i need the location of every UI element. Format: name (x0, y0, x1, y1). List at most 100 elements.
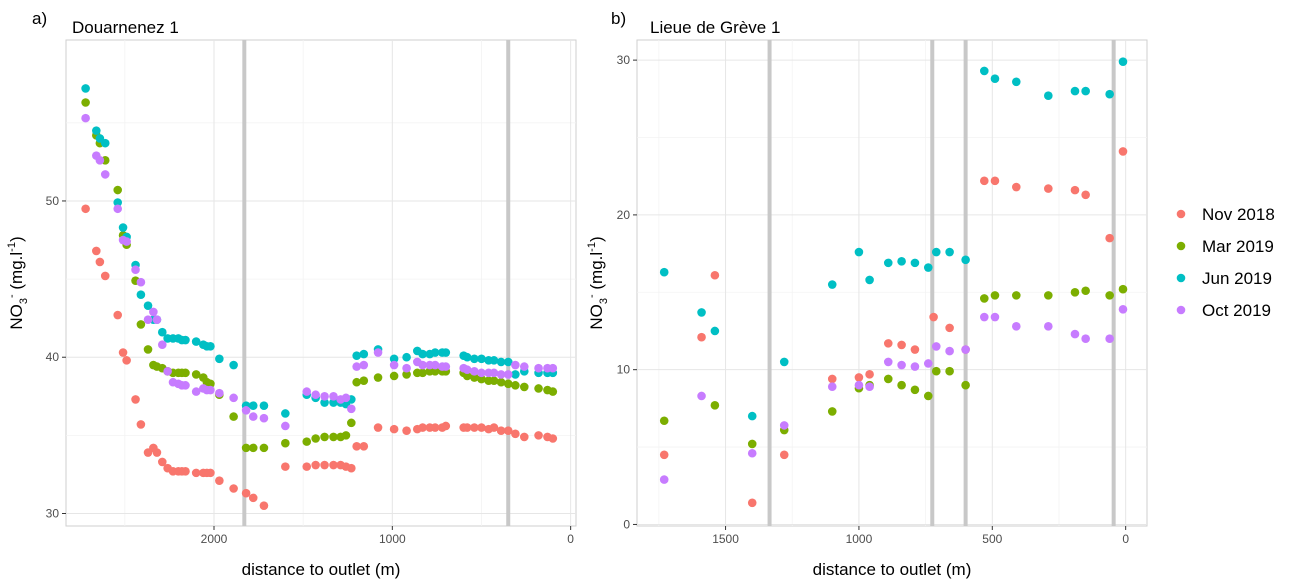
data-point (359, 350, 368, 359)
x-tick-label: 0 (1122, 532, 1129, 546)
data-point (101, 170, 110, 179)
data-point (463, 353, 472, 362)
data-point (991, 177, 1000, 186)
data-point (163, 367, 172, 376)
data-point (281, 439, 290, 448)
data-point (302, 437, 311, 446)
panel-b-label: b) (611, 9, 626, 28)
data-point (780, 451, 789, 460)
data-point (1071, 330, 1080, 339)
data-point (504, 379, 513, 388)
data-point (980, 294, 989, 303)
data-point (260, 444, 269, 453)
data-point (1044, 184, 1053, 193)
data-point (302, 462, 311, 471)
data-point (991, 291, 1000, 300)
data-point (897, 381, 906, 390)
data-point (897, 341, 906, 350)
data-point (347, 419, 356, 428)
data-point (431, 361, 440, 370)
data-point (1012, 291, 1021, 300)
data-point (932, 248, 941, 257)
data-point (980, 177, 989, 186)
data-point (320, 433, 329, 442)
data-point (865, 370, 874, 379)
data-point (980, 313, 989, 322)
data-point (374, 348, 383, 357)
data-point (229, 361, 238, 370)
data-point (137, 290, 146, 299)
data-point (81, 204, 90, 213)
data-point (549, 387, 558, 396)
legend-key (1177, 306, 1186, 315)
panel-b-y-ticks: 0102030 (617, 53, 637, 531)
data-point (215, 389, 224, 398)
x-tick-label: 500 (982, 532, 1002, 546)
data-point (131, 265, 140, 274)
data-point (442, 362, 451, 371)
y-tick-label: 20 (617, 208, 631, 222)
data-point (359, 442, 368, 451)
legend-label: Mar 2019 (1202, 237, 1274, 256)
panel-a-x-ticks: 2000 1000 0 (201, 526, 575, 546)
data-point (897, 257, 906, 266)
data-point (961, 381, 970, 390)
panel-b-y-axis-title: NO3- (mg.l-1) (586, 236, 610, 329)
data-point (534, 384, 543, 393)
data-point (229, 484, 238, 493)
data-point (119, 348, 128, 357)
data-point (144, 315, 153, 324)
data-point (229, 394, 238, 403)
panel-b-x-axis-title: distance to outlet (m) (813, 560, 972, 579)
panel-a-x-axis-title: distance to outlet (m) (242, 560, 401, 579)
data-point (865, 276, 874, 285)
data-point (81, 98, 90, 107)
data-point (418, 369, 427, 378)
data-point (181, 467, 190, 476)
x-tick-label: 1000 (846, 532, 873, 546)
data-point (137, 278, 146, 287)
data-point (511, 381, 520, 390)
legend-key (1177, 242, 1186, 251)
data-point (980, 67, 989, 76)
panel-b-x-ticks: 1500 1000 500 0 (712, 526, 1129, 546)
data-point (855, 248, 864, 257)
data-point (855, 381, 864, 390)
data-point (884, 358, 893, 367)
data-point (991, 313, 1000, 322)
data-point (281, 422, 290, 431)
y-tick-label: 30 (46, 506, 60, 520)
data-point (342, 394, 351, 403)
data-point (352, 378, 361, 387)
data-point (1119, 147, 1128, 156)
data-point (660, 268, 669, 277)
data-point (144, 345, 153, 354)
data-point (932, 367, 941, 376)
data-point (131, 395, 140, 404)
data-point (229, 412, 238, 421)
y-tick-label: 0 (623, 517, 630, 531)
panel-a-y-ticks: 30 40 50 (46, 194, 66, 521)
data-point (711, 327, 720, 336)
data-point (206, 342, 215, 351)
data-point (137, 320, 146, 329)
data-point (477, 354, 486, 363)
data-point (1119, 305, 1128, 314)
data-point (402, 426, 411, 435)
data-point (119, 223, 128, 232)
data-point (113, 186, 122, 195)
data-point (534, 431, 543, 440)
data-point (206, 469, 215, 478)
panel-b-plot-area (637, 40, 1147, 526)
data-point (865, 382, 874, 391)
data-point (390, 372, 399, 381)
data-point (711, 401, 720, 410)
data-point (1081, 190, 1090, 199)
legend-label: Jun 2019 (1202, 269, 1272, 288)
data-point (520, 433, 529, 442)
data-point (780, 421, 789, 430)
data-point (215, 354, 224, 363)
data-point (96, 258, 105, 267)
data-point (911, 362, 920, 371)
data-point (1105, 334, 1114, 343)
